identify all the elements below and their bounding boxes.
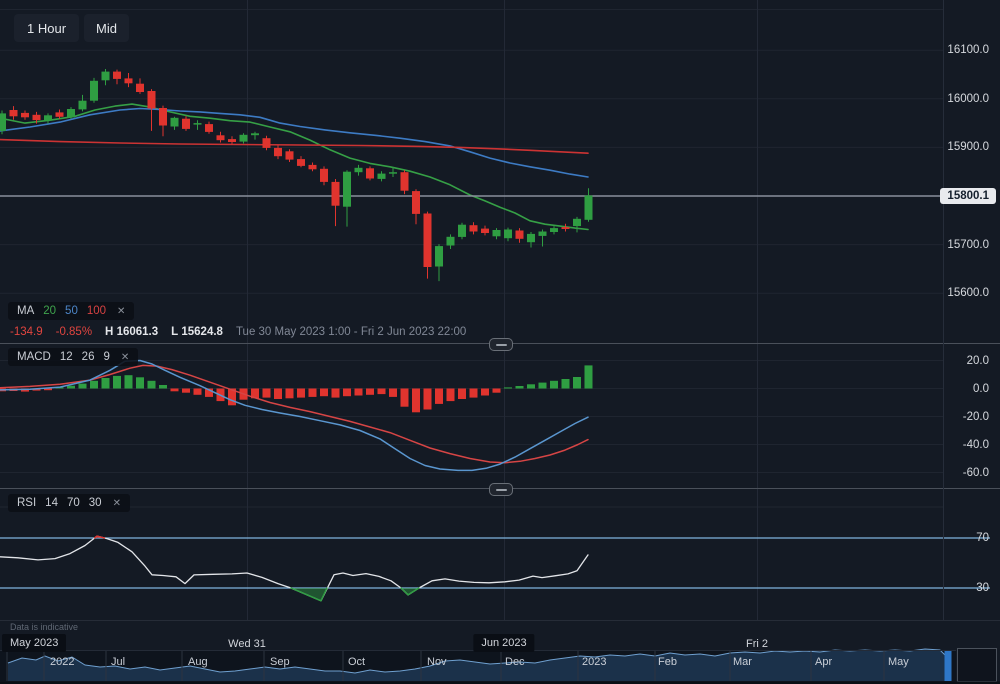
macd-legend-name: MACD [17, 351, 51, 363]
navigator-pane[interactable] [0, 648, 1000, 684]
navigator-selection-handle[interactable] [944, 651, 952, 681]
navigator-month-label: Aug [188, 656, 208, 668]
navigator-month-label: Oct [348, 656, 366, 668]
session-low: L 15624.8 [171, 326, 223, 338]
navigator-month-label: 2022 [50, 656, 75, 668]
ohlc-info-row: -134.9 -0.85% H 16061.3 L 15624.8 Tue 30… [10, 326, 466, 338]
low-value: 15624.8 [181, 326, 223, 338]
ma-period-100: 100 [86, 305, 107, 317]
macd-pane [0, 359, 593, 472]
time-axis-label: Wed 31 [228, 638, 266, 650]
navigator-month-label: Mar [733, 656, 752, 668]
price-change-pct: -0.85% [55, 326, 93, 338]
navigator-month-label: May [888, 656, 909, 668]
time-axis-label: May 2023 [2, 634, 67, 652]
current-price-badge: 15800.1 [940, 188, 996, 204]
low-label: L [171, 326, 179, 338]
session-high: H 16061.3 [105, 326, 158, 338]
ma-legend-name: MA [17, 305, 35, 317]
data-indicative-note: Data is indicative [10, 622, 79, 632]
rsi-pane [0, 535, 990, 602]
rsi-indicator-legend[interactable]: RSI 14 70 30 ✕ [8, 494, 130, 512]
macd-param-slow: 26 [81, 351, 95, 363]
ma-period-20: 20 [43, 305, 57, 317]
navigator-month-label: Nov [427, 656, 447, 668]
price-type-button[interactable]: Mid [84, 14, 129, 42]
rsi-param-period: 14 [45, 497, 58, 509]
macd-param-signal: 9 [103, 351, 110, 363]
navigator-month-label: Dec [505, 656, 525, 668]
high-label: H [105, 326, 114, 338]
macd-close-icon[interactable]: ✕ [120, 351, 130, 363]
ma-indicator-legend[interactable]: MA 20 50 100 ✕ [8, 302, 135, 320]
ma-close-icon[interactable]: ✕ [117, 305, 126, 317]
navigator-month-label: 2023 [582, 656, 607, 668]
rsi-param-upper: 70 [66, 497, 80, 509]
pane-divider-handle-rsi[interactable] [489, 483, 513, 496]
time-axis-label: Fri 2 [746, 638, 768, 650]
gridlines [0, 0, 943, 620]
navigator-month-label: Feb [658, 656, 677, 668]
navigator-month-label: Apr [815, 656, 833, 668]
timeframe-button[interactable]: 1 Hour [14, 14, 80, 42]
macd-indicator-legend[interactable]: MACD 12 26 9 ✕ [8, 348, 139, 366]
date-range: Tue 30 May 2023 1:00 - Fri 2 Jun 2023 22… [235, 326, 467, 338]
price-pane [0, 69, 946, 282]
rsi-legend-name: RSI [17, 497, 37, 509]
macd-param-fast: 12 [59, 351, 73, 363]
time-axis-label: Jun 2023 [473, 634, 535, 652]
ma-period-50: 50 [65, 305, 78, 317]
navigator-month-label: Jul [111, 656, 126, 668]
rsi-close-icon[interactable]: ✕ [112, 497, 121, 509]
navigator-month-label: Sep [270, 656, 290, 668]
high-value: 16061.3 [116, 326, 159, 338]
pane-divider-handle-macd[interactable] [489, 338, 513, 351]
price-change: -134.9 [10, 326, 43, 338]
rsi-param-lower: 30 [88, 497, 102, 509]
